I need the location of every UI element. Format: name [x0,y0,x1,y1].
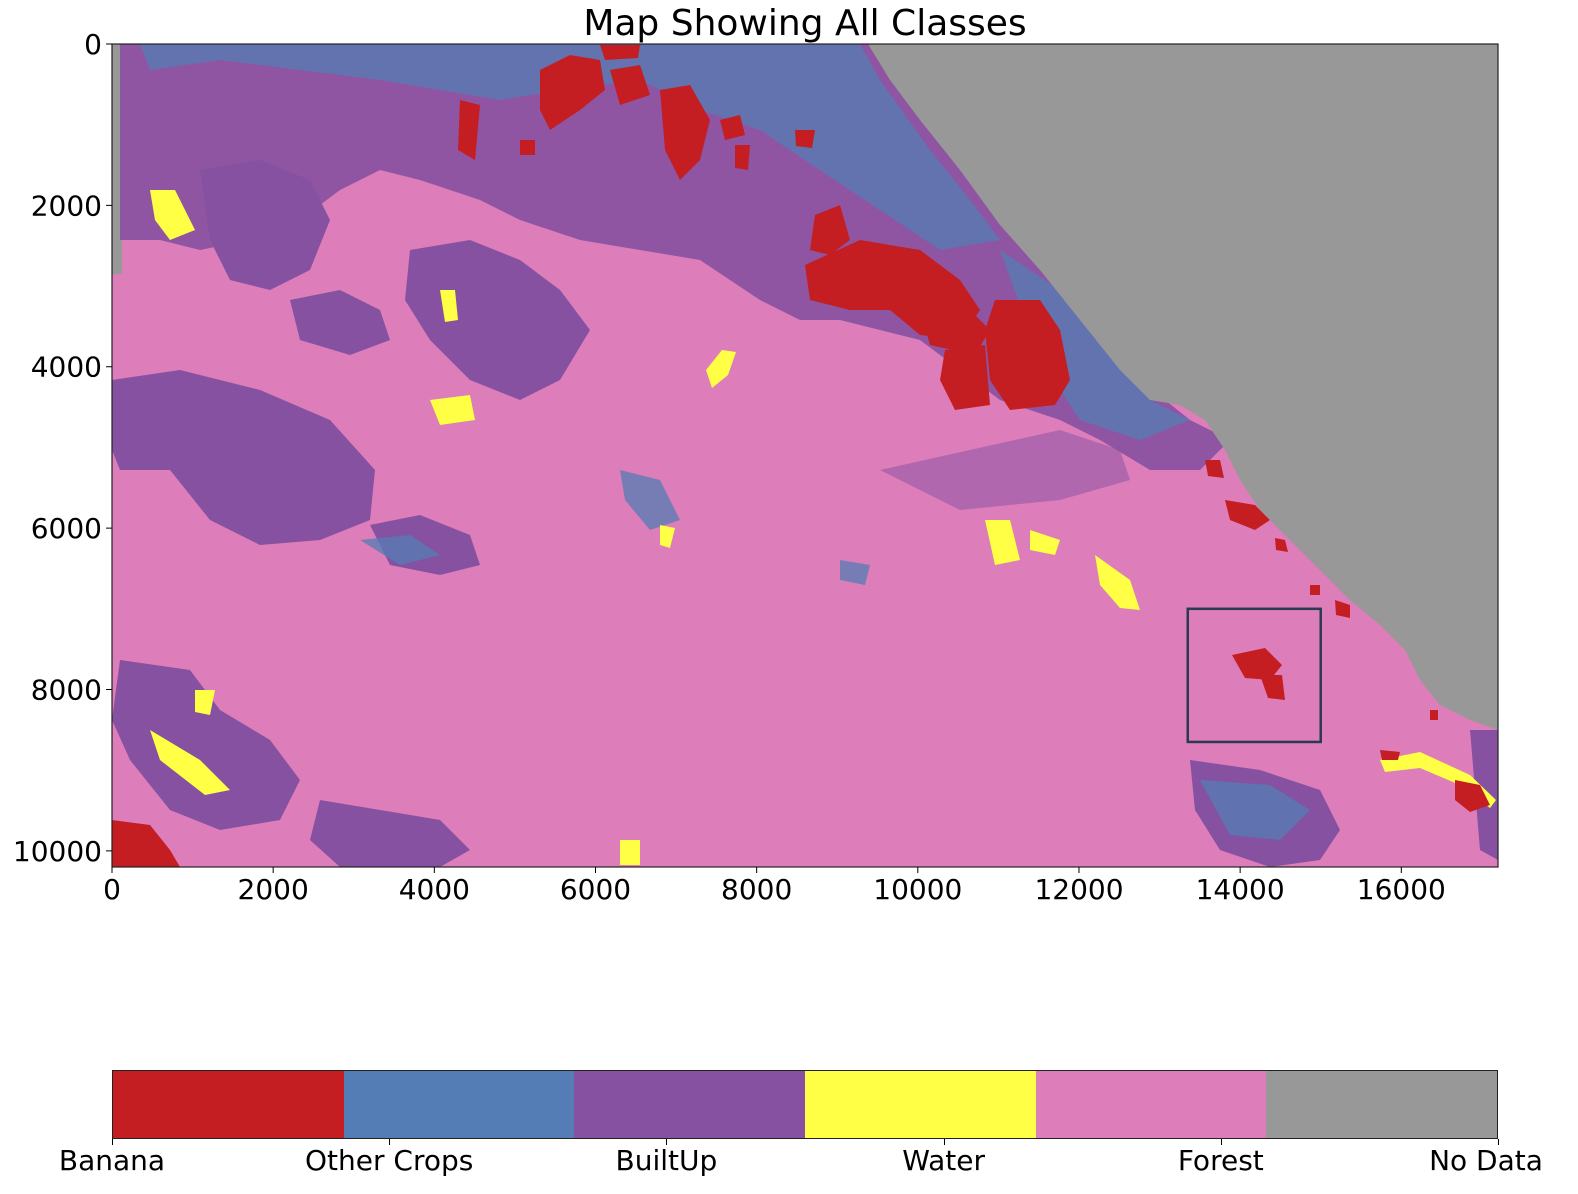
y-axis: 0 2000 4000 6000 8000 10000 [13,28,112,868]
x-tick-label: 10000 [873,873,962,906]
y-tick-label: 4000 [31,351,102,384]
legend-swatch-banana [113,1071,344,1138]
legend-swatch-builtup [574,1071,806,1138]
legend-swatch-water [805,1071,1036,1138]
x-tick-label: 4000 [399,873,470,906]
map-frame [111,43,1499,868]
legend-tick [943,1139,945,1145]
x-tick-label: 14000 [1196,873,1285,906]
y-tick-label: 6000 [31,512,102,545]
classification-map: 0 2000 4000 6000 8000 10000 12000 14000 16000 0 2… [13,28,1499,906]
legend-label: Other Crops [305,1144,474,1177]
legend-tick [666,1139,668,1145]
y-tick-label: 2000 [31,189,102,222]
x-tick-label: 8000 [721,873,792,906]
legend-tick [112,1139,113,1145]
legend-tick [389,1139,391,1145]
y-tick-label: 8000 [31,673,102,706]
x-tick-label: 16000 [1357,873,1446,906]
x-tick-label: 2000 [238,873,309,906]
water-areas [150,190,1496,865]
x-tick-label: 6000 [560,873,631,906]
legend-label: Forest [1177,1144,1264,1177]
map-title: Map Showing All Classes [583,3,1027,44]
x-tick-label: 12000 [1034,873,1123,906]
no-data-strip-left [112,44,122,274]
y-tick-label: 10000 [13,835,102,868]
legend-tick [1498,1139,1499,1145]
banana-areas [112,45,1490,867]
legend-label: BuiltUp [615,1144,718,1177]
no-data-region [868,44,1498,730]
x-tick-label: 0 [103,873,121,906]
legend-colorbar [112,1070,1498,1139]
legend-label: Banana [58,1144,166,1177]
x-axis: 0 2000 4000 6000 8000 10000 12000 14000 16000 [103,867,1446,906]
legend-label: No Data [1429,1144,1543,1177]
legend-swatch-forest [1035,1071,1267,1138]
y-tick-label: 0 [84,28,102,61]
legend-swatch-other-crops [343,1071,575,1138]
legend-tick [1220,1139,1222,1145]
legend-label: Water [902,1144,985,1177]
highlight-box [1186,607,1322,744]
legend-swatch-no-data [1266,1071,1498,1138]
